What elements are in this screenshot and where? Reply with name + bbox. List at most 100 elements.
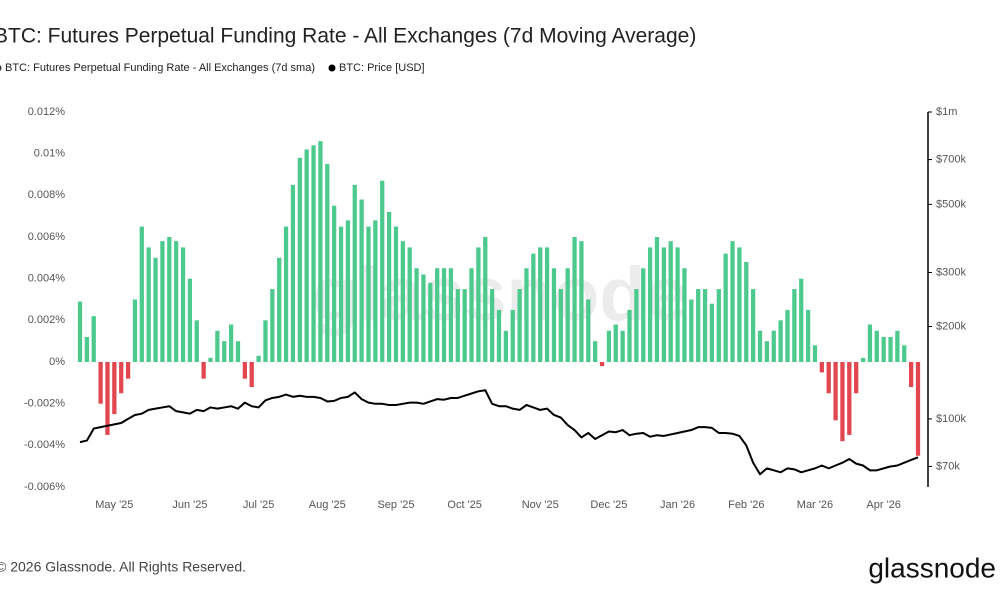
x-tick-label: Oct '25 [447, 499, 482, 511]
bar [304, 149, 309, 362]
bar [435, 268, 440, 362]
y-tick-label: -0.002% [24, 398, 65, 410]
bar [757, 330, 763, 362]
bar [112, 362, 117, 415]
price-line [79, 389, 919, 476]
x-tick-label: Feb '26 [728, 499, 764, 511]
bar [146, 247, 151, 362]
legend-label: BTC: Price [USD] [339, 62, 425, 74]
y-tick-label: 0.01% [34, 148, 65, 160]
legend-marker [328, 64, 336, 72]
bar [538, 247, 543, 362]
x-tick-label: Jun '25 [172, 499, 207, 511]
bar [194, 320, 199, 362]
x-tick-label: Jan '26 [660, 499, 695, 511]
bar [352, 184, 357, 362]
bar [277, 257, 282, 362]
y-tick-label: 0.008% [28, 189, 66, 201]
bar [380, 180, 385, 362]
bar [805, 309, 811, 362]
bar [833, 362, 838, 421]
bar [407, 247, 412, 362]
bar [249, 362, 254, 387]
y2-tick-label: $100k [936, 413, 966, 425]
footer: © 2026 Glassnode. All Rights Reserved. [0, 559, 246, 575]
bar [634, 289, 639, 362]
bar [84, 337, 89, 362]
bar [606, 330, 612, 362]
bar [215, 330, 220, 362]
bar [132, 299, 138, 362]
bar [325, 164, 330, 362]
bar [613, 324, 618, 362]
y2-tick-label: $200k [936, 320, 966, 332]
bar [551, 268, 557, 362]
y-tick-label: 0.004% [28, 273, 66, 285]
bar [716, 289, 721, 362]
bar [751, 289, 756, 362]
bar [524, 268, 529, 362]
bar [572, 237, 577, 362]
bar [840, 362, 845, 442]
x-tick-label: Sep '25 [377, 499, 414, 511]
bar [696, 289, 701, 362]
bar [544, 247, 550, 362]
bar [462, 289, 467, 362]
legend-label: BTC: Futures Perpetual Funding Rate - Al… [5, 62, 315, 74]
bar [393, 226, 399, 362]
bar [778, 320, 783, 362]
bar [599, 362, 605, 367]
bar [654, 237, 660, 362]
bar [318, 141, 323, 362]
bar [400, 241, 405, 362]
bar [311, 145, 316, 362]
bar [847, 362, 852, 435]
y2-tick-label: $1m [936, 106, 957, 118]
bar [668, 241, 673, 362]
bar [874, 330, 879, 362]
y-tick-label: 0% [49, 356, 65, 368]
bar [174, 241, 179, 362]
bar [428, 282, 433, 362]
bar [338, 226, 344, 362]
bar [139, 226, 144, 362]
bar [125, 362, 131, 379]
bar [160, 241, 165, 362]
bar [235, 341, 241, 362]
x-tick-label: Jul '25 [243, 499, 274, 511]
bar [895, 330, 900, 362]
bar [620, 330, 625, 362]
legend-marker [0, 65, 2, 71]
bar [483, 237, 488, 362]
bar [119, 362, 124, 394]
bar [909, 362, 914, 387]
bar [558, 289, 563, 362]
bar [799, 278, 804, 362]
bar [826, 362, 831, 394]
bar [593, 341, 598, 362]
bar [812, 345, 818, 362]
x-tick-label: Mar '26 [797, 499, 833, 511]
bar [496, 309, 502, 362]
bar [455, 289, 460, 362]
bar [764, 341, 770, 362]
bar [414, 268, 419, 362]
bar [373, 220, 378, 362]
bar [785, 309, 790, 362]
y-tick-label: 0.006% [28, 231, 66, 243]
bar [709, 303, 715, 362]
bar [867, 324, 873, 362]
bar [565, 268, 570, 362]
bar [441, 268, 447, 362]
bar [730, 241, 735, 362]
x-tick-label: Dec '25 [590, 499, 627, 511]
bar [167, 237, 172, 362]
bar [860, 357, 866, 362]
bar [737, 247, 742, 362]
bar [888, 337, 893, 362]
bar [187, 278, 193, 362]
y2-tick-label: $500k [936, 198, 966, 210]
bar [915, 362, 921, 456]
bar [263, 320, 268, 362]
